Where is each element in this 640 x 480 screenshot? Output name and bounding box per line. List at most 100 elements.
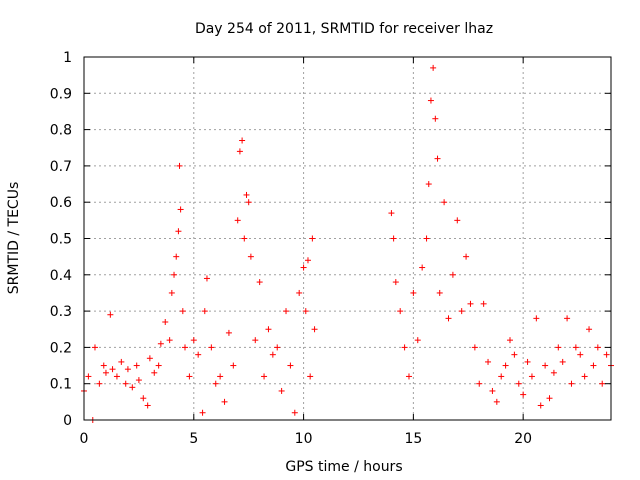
data-point: [113, 373, 120, 380]
x-axis-label: GPS time / hours: [285, 459, 402, 475]
data-points: [81, 64, 614, 423]
data-point: [405, 373, 412, 380]
data-point: [590, 362, 597, 369]
data-point: [179, 308, 186, 315]
data-point: [135, 377, 142, 384]
data-point: [173, 253, 180, 260]
data-point: [427, 97, 434, 104]
data-point: [166, 337, 173, 344]
data-point: [230, 362, 237, 369]
y-tick-label: 0.4: [50, 268, 72, 284]
data-point: [162, 318, 169, 325]
axis-ticks: [83, 56, 611, 421]
data-point: [201, 308, 208, 315]
data-point: [151, 369, 158, 376]
data-point: [559, 358, 566, 365]
data-point: [388, 210, 395, 217]
data-point: [594, 344, 601, 351]
data-point: [390, 235, 397, 242]
data-point: [241, 235, 248, 242]
data-point: [100, 362, 107, 369]
data-point: [195, 351, 202, 358]
data-point: [511, 351, 518, 358]
data-point: [274, 344, 281, 351]
data-point: [247, 253, 254, 260]
data-point: [109, 366, 116, 373]
data-point: [124, 366, 131, 373]
data-point: [155, 362, 162, 369]
chart-title: Day 254 of 2011, SRMTID for receiver lha…: [195, 21, 493, 37]
data-point: [133, 362, 140, 369]
data-point: [577, 351, 584, 358]
data-point: [309, 235, 316, 242]
data-point: [300, 264, 307, 271]
data-point: [436, 289, 443, 296]
data-point: [144, 402, 151, 409]
data-point: [572, 344, 579, 351]
data-point: [171, 271, 178, 278]
data-point: [449, 271, 456, 278]
data-point: [175, 228, 182, 235]
data-point: [307, 373, 314, 380]
data-point: [458, 308, 465, 315]
grid: [84, 57, 611, 420]
data-point: [212, 380, 219, 387]
data-point: [208, 344, 215, 351]
data-point: [489, 387, 496, 394]
data-point: [122, 380, 129, 387]
data-point: [177, 206, 184, 213]
x-tick-label: 20: [514, 431, 532, 447]
data-point: [311, 326, 318, 333]
data-point: [419, 264, 426, 271]
data-point: [520, 391, 527, 398]
data-point: [441, 199, 448, 206]
data-point: [480, 300, 487, 307]
data-point: [157, 340, 164, 347]
data-point: [502, 362, 509, 369]
data-point: [555, 344, 562, 351]
y-tick-label: 0.9: [50, 86, 72, 102]
data-point: [410, 289, 417, 296]
data-point: [397, 308, 404, 315]
data-point: [564, 315, 571, 322]
data-point: [515, 380, 522, 387]
data-point: [190, 337, 197, 344]
data-point: [140, 395, 147, 402]
data-point: [129, 384, 136, 391]
y-tick-label: 1: [63, 50, 72, 66]
data-point: [168, 289, 175, 296]
data-point: [430, 64, 437, 71]
plot-frame: [83, 56, 612, 421]
tick-labels: 00.10.20.30.40.50.60.70.80.910 5 10 15 20: [50, 50, 532, 447]
data-point: [533, 315, 540, 322]
y-tick-label: 0.6: [50, 195, 72, 211]
y-tick-label: 0.1: [50, 377, 72, 393]
data-point: [304, 257, 311, 264]
data-point: [265, 326, 272, 333]
data-point: [236, 148, 243, 155]
data-point: [182, 344, 189, 351]
data-point: [506, 337, 513, 344]
data-point: [524, 358, 531, 365]
data-point: [102, 369, 109, 376]
data-point: [471, 344, 478, 351]
data-point: [392, 279, 399, 286]
data-point: [454, 217, 461, 224]
x-tick-label: 0: [80, 431, 89, 447]
data-point: [493, 398, 500, 405]
data-point: [603, 351, 610, 358]
data-point: [225, 329, 232, 336]
data-point: [261, 373, 268, 380]
data-point: [252, 337, 259, 344]
data-point: [423, 235, 430, 242]
data-point: [485, 358, 492, 365]
data-point: [434, 155, 441, 162]
data-point: [118, 358, 125, 365]
y-tick-label: 0.2: [50, 340, 72, 356]
data-point: [498, 373, 505, 380]
data-point: [245, 199, 252, 206]
y-tick-label: 0.3: [50, 304, 72, 320]
data-point: [146, 355, 153, 362]
data-point: [546, 395, 553, 402]
data-point: [550, 369, 557, 376]
